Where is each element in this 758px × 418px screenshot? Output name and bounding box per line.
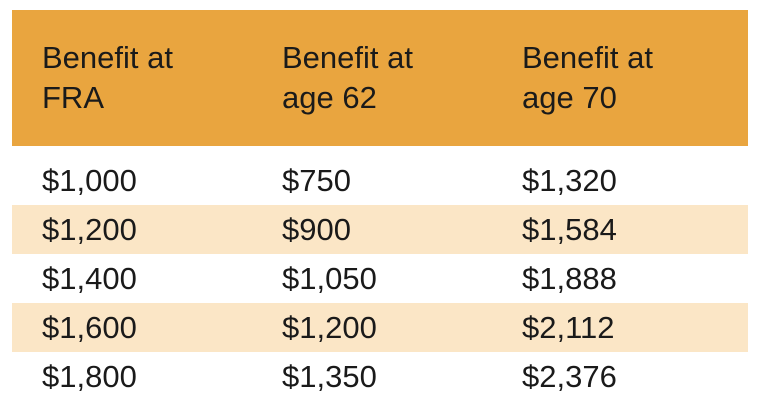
- header-line: age 70: [522, 80, 617, 115]
- cell-age-70: $2,112: [522, 309, 615, 345]
- cell-fra: $1,200: [42, 211, 137, 247]
- cell-age-62: $1,050: [282, 260, 377, 296]
- cell-age-70: $1,888: [522, 260, 617, 296]
- cell-fra: $1,000: [42, 162, 137, 198]
- header-line: Benefit at: [522, 40, 653, 75]
- cell-age-62: $1,200: [282, 309, 377, 345]
- header-line: age 62: [282, 80, 377, 115]
- header-benefit-at-age-62: Benefit at age 62: [282, 38, 482, 118]
- cell-age-62: $750: [282, 162, 351, 198]
- header-benefit-at-fra: Benefit at FRA: [42, 38, 242, 118]
- cell-age-62: $1,350: [282, 358, 377, 394]
- table-row: $1,800 $1,350 $2,376: [12, 352, 748, 401]
- cell-age-70: $1,584: [522, 211, 617, 247]
- header-benefit-at-age-70: Benefit at age 70: [522, 38, 722, 118]
- header-line: FRA: [42, 80, 104, 115]
- table-header: Benefit at FRA Benefit at age 62 Benefit…: [12, 10, 748, 146]
- table-row: $1,600 $1,200 $2,112: [12, 303, 748, 352]
- cell-age-70: $1,320: [522, 162, 617, 198]
- table-row: $1,000 $750 $1,320: [12, 156, 748, 205]
- cell-fra: $1,400: [42, 260, 137, 296]
- cell-fra: $1,800: [42, 358, 137, 394]
- header-line: Benefit at: [282, 40, 413, 75]
- cell-fra: $1,600: [42, 309, 137, 345]
- table-row: $1,400 $1,050 $1,888: [12, 254, 748, 303]
- cell-age-70: $2,376: [522, 358, 617, 394]
- cell-age-62: $900: [282, 211, 351, 247]
- benefits-table: Benefit at FRA Benefit at age 62 Benefit…: [12, 10, 748, 401]
- table-body: $1,000 $750 $1,320 $1,200 $900 $1,584 $1…: [12, 156, 748, 401]
- table-row: $1,200 $900 $1,584: [12, 205, 748, 254]
- header-line: Benefit at: [42, 40, 173, 75]
